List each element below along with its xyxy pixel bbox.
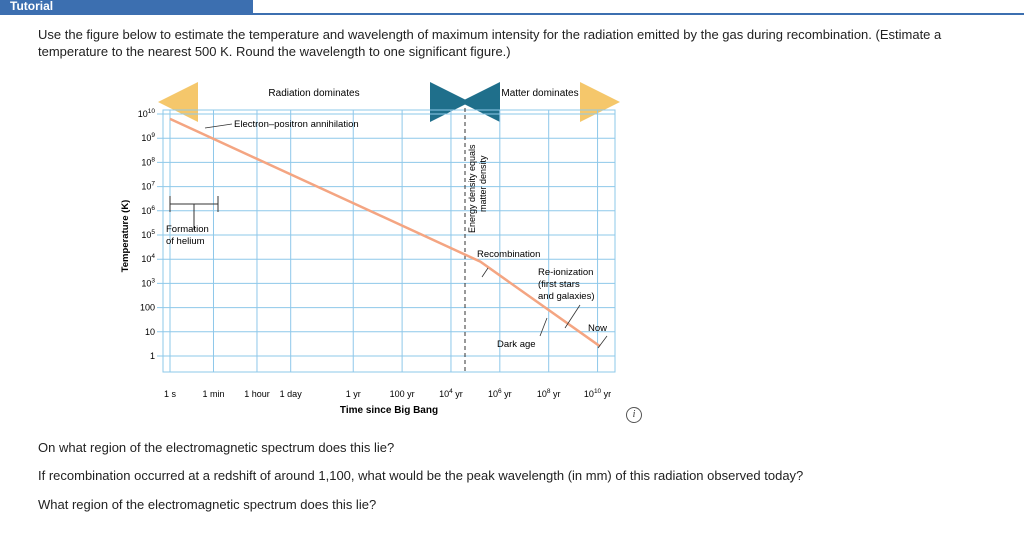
info-icon[interactable]: i (626, 407, 642, 423)
instructions-text: Use the figure below to estimate the tem… (38, 27, 942, 59)
y-tick-label: 108 (141, 156, 155, 167)
divider-label-line2: matter density (478, 155, 488, 212)
formation-label-1: Formation (166, 224, 209, 235)
now-pointer (597, 335, 608, 349)
tab-underline (0, 13, 1024, 15)
x-tick-label: 1010 yr (584, 388, 611, 399)
radiation-dominates-label: Radiation dominates (268, 88, 359, 99)
x-tick-label: 1 hour (244, 389, 270, 399)
temperature-line (169, 117, 601, 348)
y-tick-label: 1010 (138, 108, 156, 119)
y-tick-label: 105 (141, 229, 155, 240)
reionization-label-2: (first stars (538, 279, 580, 290)
dark-age-pointer (539, 317, 548, 337)
reionization-pointer (564, 304, 581, 329)
y-tick-label: 1 (150, 351, 155, 361)
y-tick-labels: 1010 109 108 107 106 105 104 103 100 10 1 (138, 108, 156, 361)
x-tick-label: 108 yr (537, 388, 561, 399)
recombination-pointer (481, 267, 489, 278)
x-tick-label: 100 yr (390, 389, 415, 399)
x-tick-label: 1 day (280, 389, 303, 399)
formation-label-2: of helium (166, 236, 205, 247)
y-tick-label: 107 (141, 181, 155, 192)
reionization-label-1: Re-ionization (538, 267, 593, 278)
question-2: If recombination occurred at a redshift … (38, 468, 804, 483)
x-tick-label: 1 yr (346, 389, 361, 399)
y-tick-label: 104 (141, 253, 155, 264)
x-tick-labels: 1 s 1 min 1 hour 1 day 1 yr 100 yr 104 yr 106 y… (164, 388, 611, 399)
electron-positron-pointer (204, 123, 233, 129)
x-tick-label: 106 yr (488, 388, 512, 399)
plot-frame (162, 109, 616, 373)
now-label: Now (588, 323, 607, 334)
y-tick-label: 106 (141, 205, 155, 216)
question-1: On what region of the electromagnetic sp… (38, 440, 395, 455)
reionization-label-3: and galaxies) (538, 291, 595, 302)
question-3: What region of the electromagnetic spect… (38, 497, 377, 512)
y-tick-label: 10 (145, 327, 155, 337)
chart-grid (157, 109, 616, 373)
x-tick-label: 1 min (202, 389, 224, 399)
y-tick-label: 103 (141, 277, 155, 288)
electron-positron-label: Electron–positron annihilation (234, 119, 359, 130)
tab-tutorial[interactable]: Tutorial (0, 0, 253, 14)
helium-bracket (169, 196, 219, 230)
y-axis-label: Temperature (K) (120, 200, 131, 273)
x-tick-label: 104 yr (439, 388, 463, 399)
recombination-label: Recombination (477, 249, 540, 260)
divider-label-line1: Energy density equals (467, 144, 477, 233)
dark-age-label: Dark age (497, 339, 536, 350)
y-tick-label: 100 (140, 303, 155, 313)
matter-dominates-label: Matter dominates (501, 88, 578, 99)
x-tick-label: 1 s (164, 389, 177, 399)
y-tick-label: 109 (141, 132, 155, 143)
x-axis-label: Time since Big Bang (340, 405, 438, 416)
